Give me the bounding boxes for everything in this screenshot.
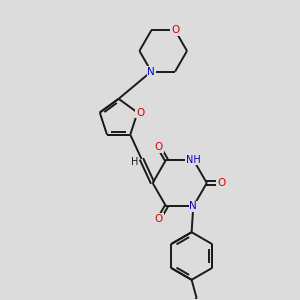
Text: O: O bbox=[136, 107, 144, 118]
Text: NH: NH bbox=[186, 154, 201, 165]
Text: N: N bbox=[189, 202, 197, 212]
Text: O: O bbox=[171, 25, 179, 35]
Text: N: N bbox=[147, 67, 155, 76]
Text: H: H bbox=[131, 157, 139, 167]
Text: O: O bbox=[217, 178, 226, 188]
Text: O: O bbox=[155, 214, 163, 224]
Text: O: O bbox=[155, 142, 163, 152]
